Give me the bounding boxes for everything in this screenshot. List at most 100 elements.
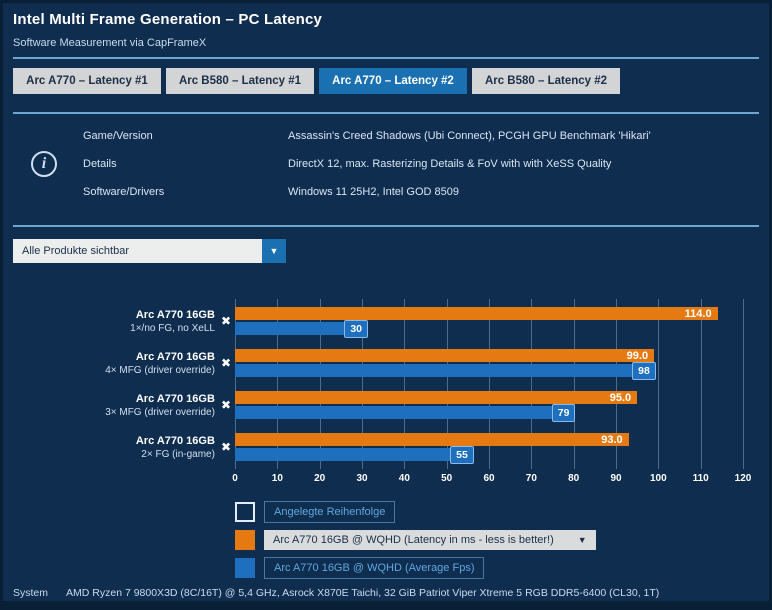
fps-value: 55 <box>450 445 474 464</box>
fps-bar: 30 <box>235 319 368 338</box>
legend-swatch-order <box>235 502 255 522</box>
latency-value: 114.0 <box>684 307 712 320</box>
info-row-label: Software/Drivers <box>83 186 165 198</box>
gridline <box>319 299 321 469</box>
product-filter-dropdown-button[interactable]: ▼ <box>262 239 286 263</box>
gridline <box>700 299 702 469</box>
system-value: AMD Ryzen 7 9800X3D (8C/16T) @ 5,4 GHz, … <box>66 587 660 599</box>
remove-group-icon[interactable]: ✖ <box>220 440 231 454</box>
tab-2[interactable]: Arc B580 – Latency #1 <box>166 68 314 94</box>
subtitle: Software Measurement via CapFrameX <box>13 37 207 49</box>
fps-bar: 79 <box>235 403 576 422</box>
remove-group-icon[interactable]: ✖ <box>220 356 231 370</box>
chart-rows: Arc A770 16GB 1×/no FG, no XeLL ✖ 114.0 30 Ar… <box>13 299 759 464</box>
legend-label-order[interactable]: Angelegte Reihenfolge <box>264 501 396 523</box>
bar-chart: Arc A770 16GB 1×/no FG, no XeLL ✖ 114.0 30 Ar… <box>13 299 759 491</box>
gridline <box>743 299 744 469</box>
axis-tick-label: 10 <box>271 473 283 484</box>
divider <box>13 112 759 114</box>
group-bars: 99.0 98 <box>235 349 743 380</box>
system-label: System <box>13 587 49 599</box>
gridline <box>531 299 533 469</box>
axis-tick-label: 70 <box>525 473 537 484</box>
axis-tick-label: 60 <box>483 473 495 484</box>
latency-bar: 114.0 <box>235 307 718 320</box>
panel: Intel Multi Frame Generation – PC Latenc… <box>3 3 769 601</box>
page-title: Intel Multi Frame Generation – PC Latenc… <box>13 11 323 28</box>
fps-value: 30 <box>344 319 368 338</box>
axis-ticks: 0 10 20 30 40 50 60 70 80 90 100 110 120 <box>232 471 751 487</box>
group-variant: 3× MFG (driver override) <box>105 406 215 418</box>
tabs: Arc A770 – Latency #1 Arc B580 – Latency … <box>13 68 759 94</box>
group-label: Arc A770 16GB 3× MFG (driver override) ✖ <box>13 391 235 419</box>
legend-label-fps[interactable]: Arc A770 16GB @ WQHD (Average Fps) <box>264 557 485 579</box>
group-label: Arc A770 16GB 2× FG (in-game) ✖ <box>13 433 235 461</box>
group-variant: 1×/no FG, no XeLL <box>130 322 215 334</box>
legend: Angelegte Reihenfolge Arc A770 16GB @ WQ… <box>235 501 759 579</box>
gridline <box>573 299 575 469</box>
group-name: Arc A770 16GB <box>135 392 215 405</box>
group-variant: 4× MFG (driver override) <box>105 364 215 376</box>
divider <box>13 57 759 59</box>
group-bars: 93.0 55 <box>235 433 743 464</box>
product-filter-select[interactable]: Alle Produkte sichtbar <box>13 239 262 263</box>
axis-tick-label: 80 <box>568 473 580 484</box>
axis-tick-label: 20 <box>314 473 326 484</box>
info-row-label: Details <box>83 158 117 170</box>
axis-tick-label: 0 <box>232 473 238 484</box>
gridline <box>404 299 406 469</box>
latency-bar: 99.0 <box>235 349 655 362</box>
remove-group-icon[interactable]: ✖ <box>220 398 231 412</box>
info-row: Details DirectX 12, max. Rasterizing Deta… <box>83 157 759 171</box>
info-rows: Game/Version Assassin's Creed Shadows (Ub… <box>83 129 759 199</box>
legend-item-order: Angelegte Reihenfolge <box>235 501 396 523</box>
group-name: Arc A770 16GB <box>135 308 215 321</box>
gridline <box>277 299 279 469</box>
tab-4[interactable]: Arc B580 – Latency #2 <box>472 68 620 94</box>
chart-group: Arc A770 16GB 4× MFG (driver override) ✖ 99… <box>13 349 759 380</box>
filter-row: Alle Produkte sichtbar ▼ <box>13 239 759 263</box>
legend-swatch-latency <box>235 530 255 550</box>
info-row-label: Game/Version <box>83 130 153 142</box>
info-row-value: DirectX 12, max. Rasterizing Details & F… <box>288 158 612 170</box>
legend-series-dropdown[interactable]: Arc A770 16GB @ WQHD (Latency in ms - le… <box>264 530 596 550</box>
info-row-value: Windows 11 25H2, Intel GOD 8509 <box>288 186 459 198</box>
product-filter-value: Alle Produkte sichtbar <box>22 245 129 257</box>
info-row: Game/Version Assassin's Creed Shadows (Ub… <box>83 129 759 143</box>
latency-value: 99.0 <box>626 349 649 362</box>
legend-item-latency: Arc A770 16GB @ WQHD (Latency in ms - le… <box>235 530 596 550</box>
tab-3[interactable]: Arc A770 – Latency #2 <box>319 68 467 94</box>
group-bars: 114.0 30 <box>235 307 743 338</box>
system-info: System AMD Ryzen 7 9800X3D (8C/16T) @ 5,… <box>13 579 759 609</box>
dropdown-arrow-icon: ▼ <box>269 245 279 256</box>
axis-tick-label: 30 <box>356 473 368 484</box>
axis-tick-label: 50 <box>441 473 453 484</box>
tab-1[interactable]: Arc A770 – Latency #1 <box>13 68 161 94</box>
legend-swatch-fps <box>235 558 255 578</box>
fps-value: 98 <box>632 361 656 380</box>
gridline <box>658 299 660 469</box>
fps-value: 79 <box>551 403 576 422</box>
info-row: Software/Drivers Windows 11 25H2, Intel G… <box>83 185 759 199</box>
gridline <box>616 299 617 469</box>
chart-group: Arc A770 16GB 1×/no FG, no XeLL ✖ 114.0 30 <box>13 307 759 338</box>
group-name: Arc A770 16GB <box>135 434 215 447</box>
gridline <box>362 299 363 469</box>
remove-group-icon[interactable]: ✖ <box>220 314 231 328</box>
gridline <box>235 299 236 469</box>
info-section: i Game/Version Assassin's Creed Shadows (… <box>13 114 759 217</box>
group-bars: 95.0 79 <box>235 391 743 422</box>
fps-bar: 98 <box>235 361 656 380</box>
divider <box>13 225 759 227</box>
axis-tick-label: 90 <box>610 473 622 484</box>
latency-bar: 93.0 <box>235 433 629 446</box>
info-icon: i <box>31 151 57 177</box>
plot-area <box>235 299 744 469</box>
group-label: Arc A770 16GB 4× MFG (driver override) ✖ <box>13 349 235 377</box>
chart-group: Arc A770 16GB 3× MFG (driver override) ✖ 95… <box>13 391 759 422</box>
axis-tick-label: 110 <box>692 473 709 484</box>
chart-group: Arc A770 16GB 2× FG (in-game) ✖ 93.0 55 <box>13 433 759 464</box>
group-name: Arc A770 16GB <box>135 350 215 363</box>
latency-value: 93.0 <box>601 433 623 446</box>
latency-value: 95.0 <box>609 391 632 404</box>
